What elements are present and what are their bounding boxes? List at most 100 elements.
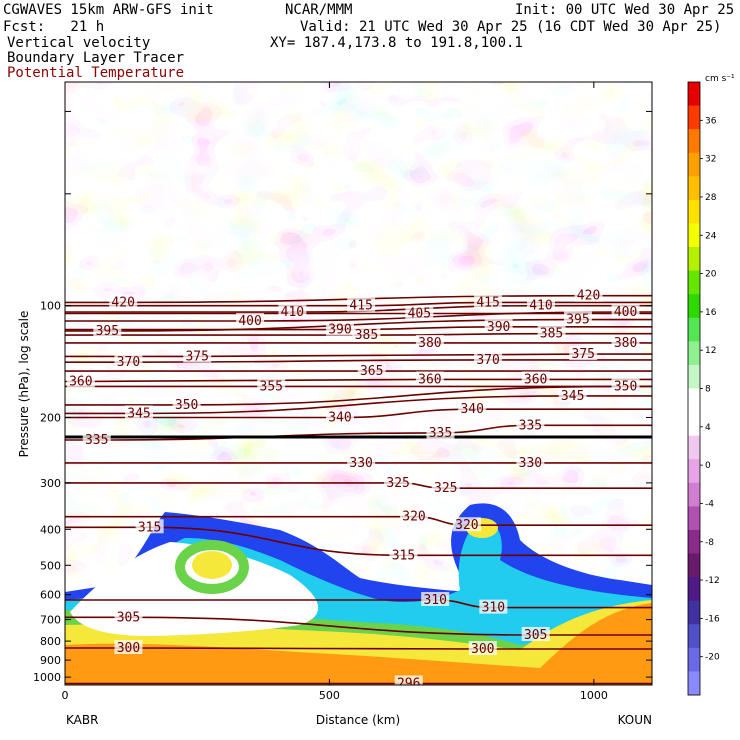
theta-label-bg [452,517,481,532]
theta-label: 410 [529,299,552,314]
theta-label: 345 [127,406,150,421]
colorbar-label: -8 [705,538,714,548]
colorbar-swatch [688,199,700,224]
theta-label: 395 [96,324,119,339]
theta-label: 400 [614,305,637,320]
x-tick-label: 1000 [580,689,608,702]
theta-label-bg [325,409,354,424]
colorbar-label: 4 [705,423,711,433]
x-tick-label: 0 [62,689,69,702]
theta-label: 320 [402,510,425,525]
colorbar-swatch [688,553,700,578]
theta-label-bg [405,305,434,320]
left-endpoint-station: KABR [66,713,98,727]
theta-label: 305 [117,610,140,625]
theta-label: 370 [117,355,140,370]
colorbar-swatch [688,388,700,413]
theta-label-bg [516,454,545,469]
theta-label-bg [431,480,460,495]
theta-label: 420 [111,295,134,310]
theta-line-385 [65,332,652,336]
theta-label: 345 [561,389,584,404]
theta-label: 375 [572,347,595,362]
theta-label-bg [521,371,550,386]
theta-line-325 [65,482,652,490]
theta-label: 350 [614,379,637,394]
colorbar-swatch [688,482,700,507]
field-potential-temperature: Potential Temperature [7,65,185,81]
colorbar-label: 12 [705,346,716,356]
colorbar-swatch [688,577,700,602]
theta-label-bg [172,396,201,411]
colorbar-swatch [688,270,700,295]
theta-label: 315 [138,520,161,535]
theta-label: 350 [175,398,198,413]
theta-label-bg [574,287,603,302]
colorbar-swatch [688,341,700,366]
colorbar: 36 32 28 24 20 16 12 8 4 0 -4 -8 -12 -16 -20 [687,81,720,696]
y-tick-label: 700 [40,614,61,627]
theta-label: 360 [418,372,441,387]
theta-label: 395 [566,313,589,328]
theta-label-bg [125,405,154,420]
tracer-shading-orange [65,603,652,685]
theta-label-bg [183,348,212,363]
theta-label: 415 [349,299,372,314]
x-axis: 0 500 1000 [62,82,608,702]
theta-line-340 [65,408,652,419]
theta-label-bg [347,454,376,469]
theta-label: 360 [524,372,547,387]
theta-label: 410 [281,305,304,320]
colorbar-label: 16 [705,308,717,318]
theta-label: 385 [540,327,563,342]
theta-label-bg [516,417,545,432]
colorbar-swatch [688,223,700,248]
theta-label-bg [611,378,640,393]
y-tick-label: 500 [40,559,61,572]
theta-label: 335 [519,418,542,433]
tracer-core-green [175,540,249,594]
theta-label-bg [257,378,286,393]
theta-label: 300 [471,642,494,657]
theta-line-415 [65,301,652,307]
theta-label: 375 [185,349,208,364]
theta-label-bg [563,311,592,326]
theta-contour-labels: 296 300 300 305 305 310 310 315 315 320 320 325 325 3… [66,287,640,685]
colorbar-swatch [688,671,700,696]
theta-label-bg [352,327,381,342]
theta-label-bg [384,474,413,489]
theta-label: 335 [429,426,452,441]
colorbar-swatch [688,624,700,649]
theta-label-bg [109,294,138,309]
theta-label: 360 [69,374,92,389]
colorbar-swatch [688,600,700,625]
colorbar-label: 36 [705,116,717,126]
theta-label-bg [135,519,164,534]
theta-label-bg [421,592,450,607]
theta-label-bg [93,322,122,337]
y-axis: 100 200 300 400 500 600 700 800 900 1000 [33,110,652,684]
theta-label: 400 [238,314,261,329]
theta-label: 405 [408,307,431,322]
y-tick-label: 900 [40,654,61,667]
theta-label-bg [569,346,598,361]
theta-label: 310 [423,593,446,608]
init-time: Init: 00 UTC Wed 30 Apr 25 [515,2,735,18]
theta-label: 355 [260,379,283,394]
theta-label-bg [278,303,307,318]
x-tick-label: 500 [319,689,340,702]
y-axis-title: Pressure (hPa), log scale [17,311,31,458]
colorbar-label: 28 [705,193,717,203]
org-label: NCAR/MMM [285,2,353,18]
colorbar-label: 0 [705,461,711,471]
theta-label-bg [82,432,111,447]
theta-label-bg [394,675,423,685]
theta-label-bg [474,294,503,309]
colorbar-swatch [688,294,700,319]
theta-label-bg [347,297,376,312]
colorbar-swatch [688,529,700,555]
theta-label: 420 [577,289,600,304]
theta-label: 370 [476,353,499,368]
theta-label: 300 [117,641,140,656]
